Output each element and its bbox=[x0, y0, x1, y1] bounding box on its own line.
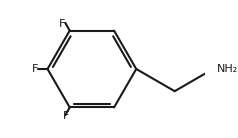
Text: NH₂: NH₂ bbox=[217, 64, 238, 74]
Text: F: F bbox=[58, 19, 65, 29]
Text: F: F bbox=[32, 64, 38, 74]
Text: F: F bbox=[63, 112, 69, 121]
